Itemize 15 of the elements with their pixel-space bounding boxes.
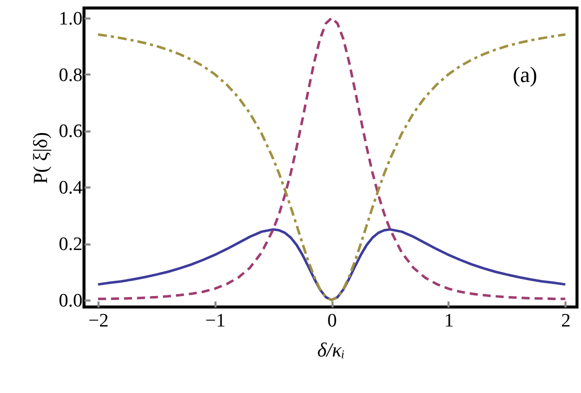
y-tick-label: 1.0 bbox=[58, 8, 82, 30]
x-tick-label: 1 bbox=[444, 310, 454, 332]
x-tick-label: −2 bbox=[88, 310, 109, 332]
x-axis-title: δ/κᵢ bbox=[317, 340, 345, 362]
x-tick-label: −1 bbox=[205, 310, 226, 332]
y-axis-title: P( ξ|δ) bbox=[30, 132, 52, 184]
x-tick-label: 2 bbox=[561, 310, 571, 332]
line-series bbox=[96, 228, 567, 302]
y-tick-label: 0.6 bbox=[58, 121, 82, 142]
y-tick-label: 0.4 bbox=[58, 178, 83, 199]
x-tick-label: 0 bbox=[327, 310, 337, 332]
y-tick-label: 0.0 bbox=[58, 290, 82, 312]
y-tick-label: 0.2 bbox=[58, 234, 82, 256]
annotation: (a) bbox=[512, 62, 538, 87]
y-tick-label: 0.8 bbox=[58, 64, 82, 86]
